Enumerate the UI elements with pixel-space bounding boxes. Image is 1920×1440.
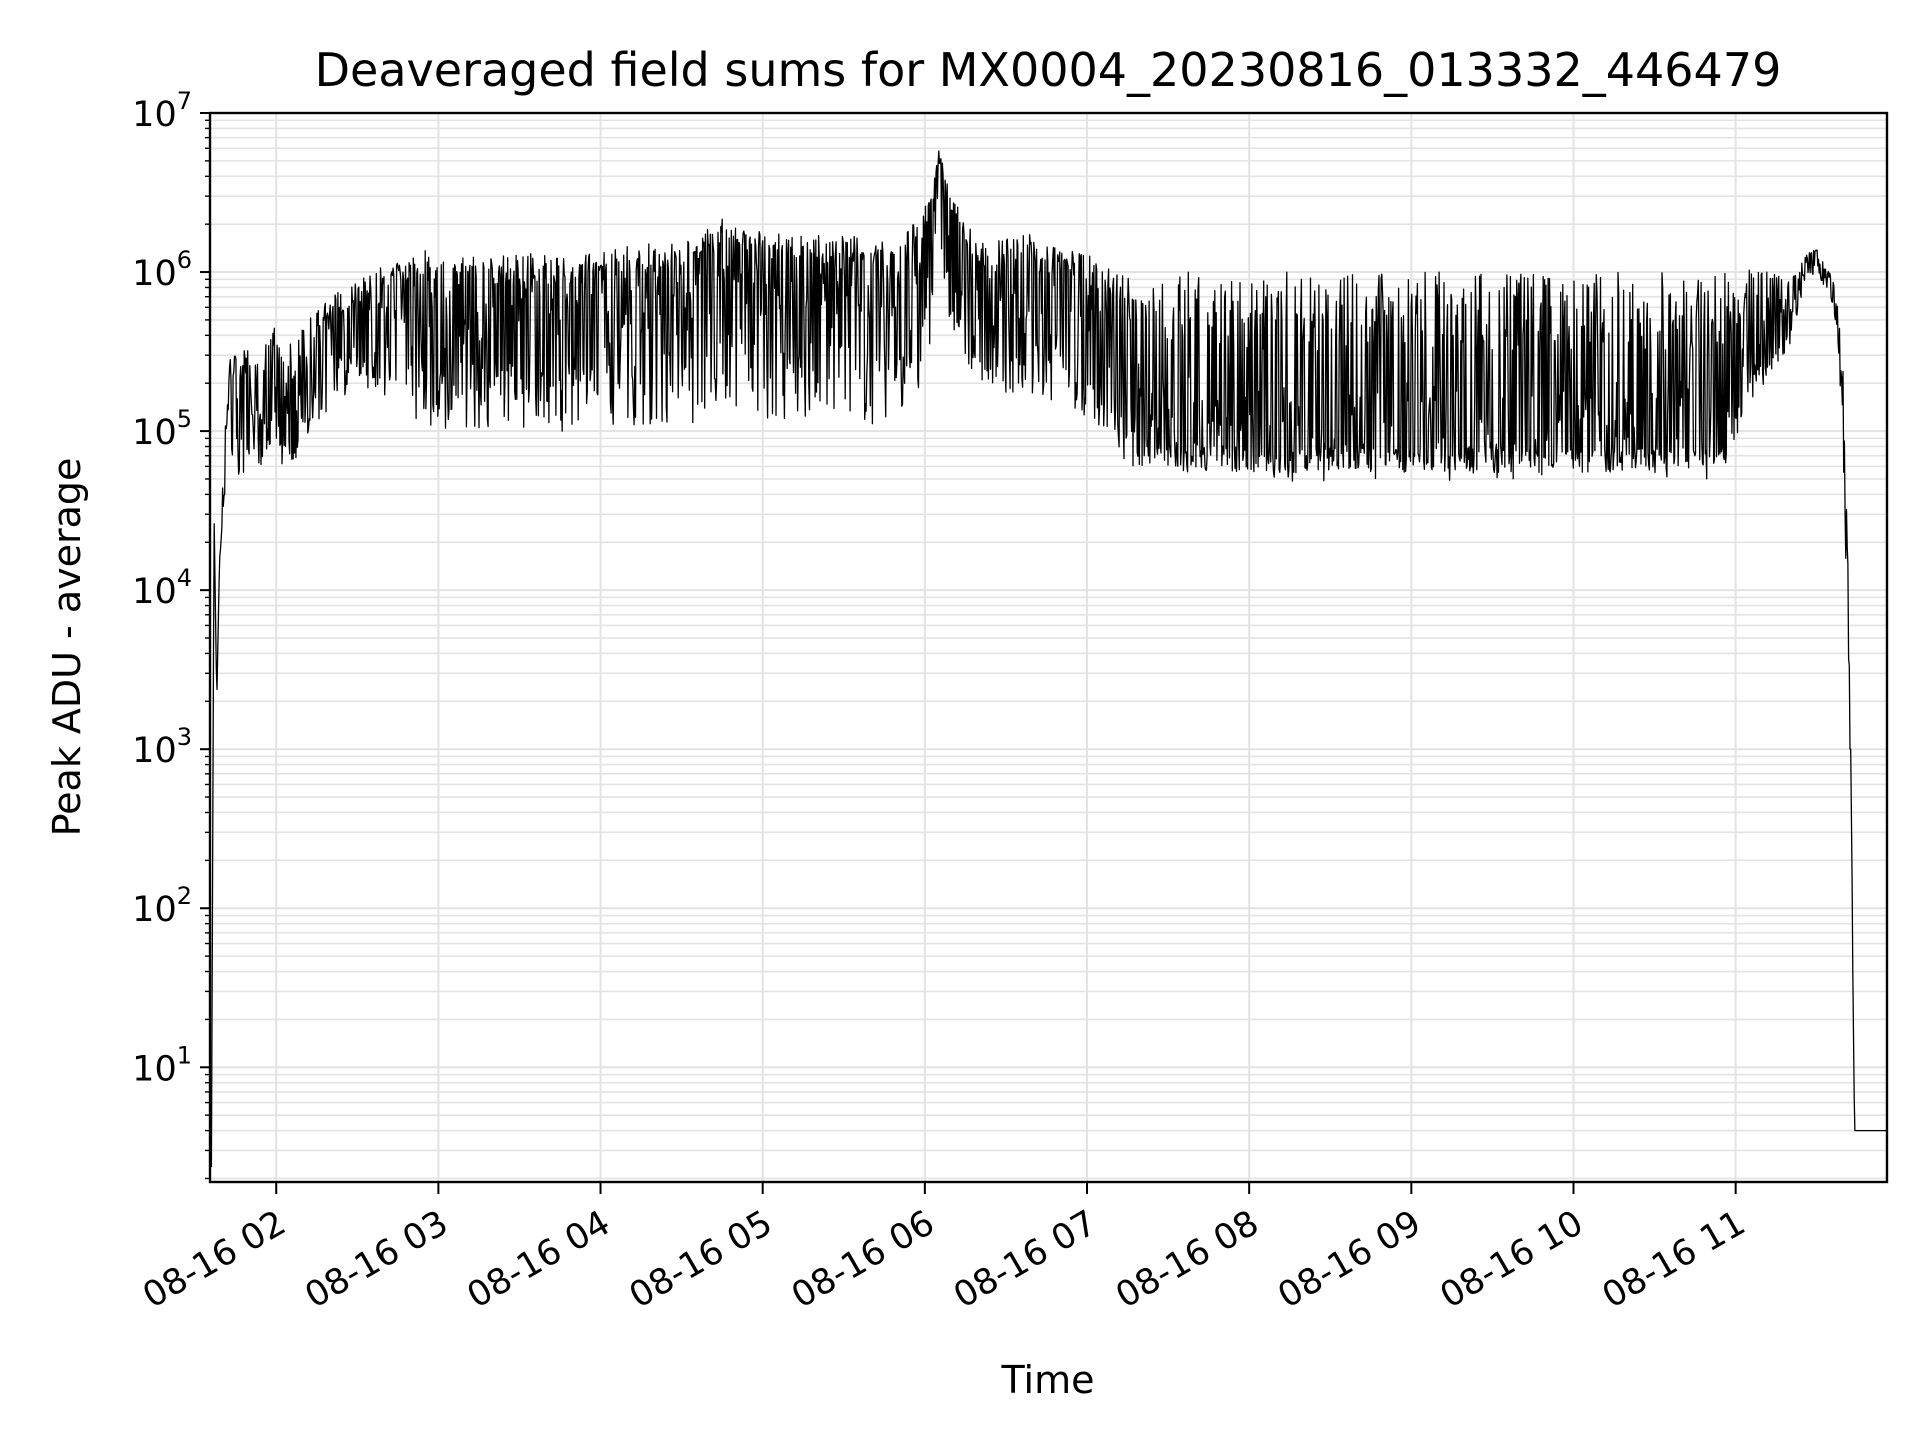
- y-tick-label: 103: [132, 723, 192, 771]
- y-tick-label: 105: [132, 405, 192, 453]
- y-axis-ticks: 101 102 103 104 105 106 107: [132, 87, 210, 1180]
- y-tick-label: 106: [132, 246, 192, 294]
- gridlines: [210, 112, 1887, 1182]
- data-line-layer: [210, 150, 1887, 1168]
- chart-title: Deaveraged field sums for MX0004_2023081…: [315, 43, 1782, 97]
- y-axis-label: Peak ADU - average: [45, 458, 89, 837]
- x-axis-label: Time: [1001, 1358, 1095, 1402]
- y-tick-label: 102: [132, 882, 192, 930]
- y-tick-label: 107: [132, 87, 192, 135]
- data-series-line: [210, 150, 1887, 1168]
- y-tick-label: 101: [132, 1041, 192, 1089]
- axes-frame: [208, 111, 1889, 1184]
- y-tick-label: 104: [132, 564, 192, 612]
